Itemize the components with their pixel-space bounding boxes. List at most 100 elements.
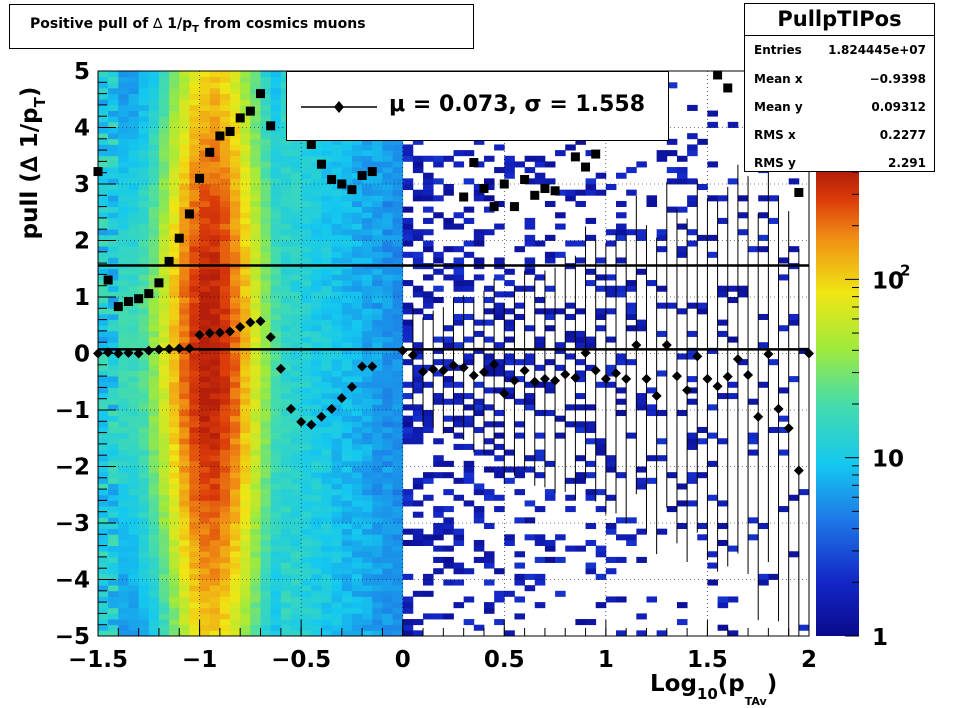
heat-cell <box>321 138 333 145</box>
heat-cell <box>189 449 200 456</box>
z-tick-exponent: 2 <box>900 261 910 279</box>
heat-cell <box>138 624 150 631</box>
heat-cell <box>189 585 200 592</box>
heat-cell <box>504 167 515 174</box>
heat-cell <box>240 285 251 292</box>
heat-cell <box>372 246 383 253</box>
mean-marker <box>580 347 591 358</box>
heat-cell <box>341 189 353 196</box>
heat-cell <box>626 302 637 309</box>
heat-cell <box>544 313 556 320</box>
heat-cell <box>351 556 363 563</box>
heat-cell <box>179 607 190 614</box>
heat-cell <box>433 556 444 563</box>
heat-cell <box>219 189 231 196</box>
heat-cell <box>219 607 231 614</box>
heat-cell <box>169 393 180 400</box>
heat-cell <box>392 506 404 513</box>
heat-cell <box>453 268 465 275</box>
heat-cell <box>219 138 231 145</box>
heat-cell <box>605 528 617 535</box>
heat-cell <box>565 313 576 320</box>
heat-cell <box>697 184 708 191</box>
heat-cell <box>219 619 231 626</box>
heat-cell <box>209 613 221 620</box>
rms-marker <box>123 297 133 307</box>
heat-cell <box>179 472 190 479</box>
heat-cell <box>351 573 363 580</box>
heat-cell <box>240 415 251 422</box>
heat-cell <box>138 251 150 258</box>
heat-cell <box>331 376 343 383</box>
heat-cell <box>189 381 200 388</box>
heat-cell <box>463 285 475 292</box>
heat-cell <box>362 590 373 597</box>
heat-cell <box>301 579 312 586</box>
heat-cell <box>524 217 536 224</box>
heat-cell <box>128 76 140 83</box>
heat-cell <box>158 539 170 546</box>
heat-cell <box>351 393 363 400</box>
heat-cell <box>158 511 170 518</box>
heat-cell <box>280 257 292 264</box>
heat-cell <box>189 545 200 552</box>
heat-cell <box>158 602 170 609</box>
heat-cell <box>128 110 140 117</box>
heat-cell <box>98 184 109 191</box>
heat-cell <box>372 619 383 626</box>
heat-cell <box>301 398 312 405</box>
heat-cell <box>453 161 465 168</box>
heat-cell <box>453 398 465 405</box>
heat-cell <box>301 500 312 507</box>
heat-cell <box>362 364 373 371</box>
heat-cell <box>158 195 170 202</box>
heat-cell <box>98 432 109 439</box>
mean-marker <box>255 316 266 327</box>
heat-cell <box>108 619 119 626</box>
heat-cell <box>290 161 302 168</box>
heat-cell <box>362 579 373 586</box>
heat-cell <box>280 297 292 304</box>
heat-cell <box>331 466 343 473</box>
heat-cell <box>280 342 292 349</box>
mean-marker <box>245 317 256 328</box>
heat-cell <box>443 528 454 535</box>
heat-cell <box>351 206 363 213</box>
heat-cell <box>382 421 393 428</box>
heat-cell <box>311 240 322 247</box>
heat-cell <box>270 432 282 439</box>
heat-cell <box>402 573 414 580</box>
heat-cell <box>483 579 495 586</box>
heat-cell <box>209 398 221 405</box>
heat-cell <box>199 302 211 309</box>
heat-cell <box>341 466 353 473</box>
heat-cell <box>351 353 363 360</box>
heat-cell <box>179 217 190 224</box>
heat-cell <box>189 87 200 94</box>
heat-cell <box>240 545 251 552</box>
heat-cell <box>230 330 241 337</box>
heat-cell <box>778 449 790 456</box>
heat-cell <box>148 421 160 428</box>
heat-cell <box>118 539 129 546</box>
heat-cell <box>362 150 373 157</box>
heat-cell <box>240 624 251 631</box>
heat-cell <box>483 155 495 162</box>
heat-cell <box>463 460 475 467</box>
heat-cell <box>392 189 404 196</box>
heat-cell <box>219 150 231 157</box>
heat-cell <box>646 410 658 417</box>
heat-cell <box>230 246 241 253</box>
heat-cell <box>250 523 261 530</box>
heat-cell <box>230 229 241 236</box>
heat-cell <box>128 302 140 309</box>
heat-cell <box>392 630 404 637</box>
heat-cell <box>483 308 495 315</box>
heat-cell <box>189 110 200 117</box>
heat-cell <box>148 347 160 354</box>
heat-cell <box>250 291 261 298</box>
heat-cell <box>331 573 343 580</box>
heat-cell <box>402 630 414 637</box>
heat-cell <box>199 172 211 179</box>
heat-cell <box>199 285 211 292</box>
